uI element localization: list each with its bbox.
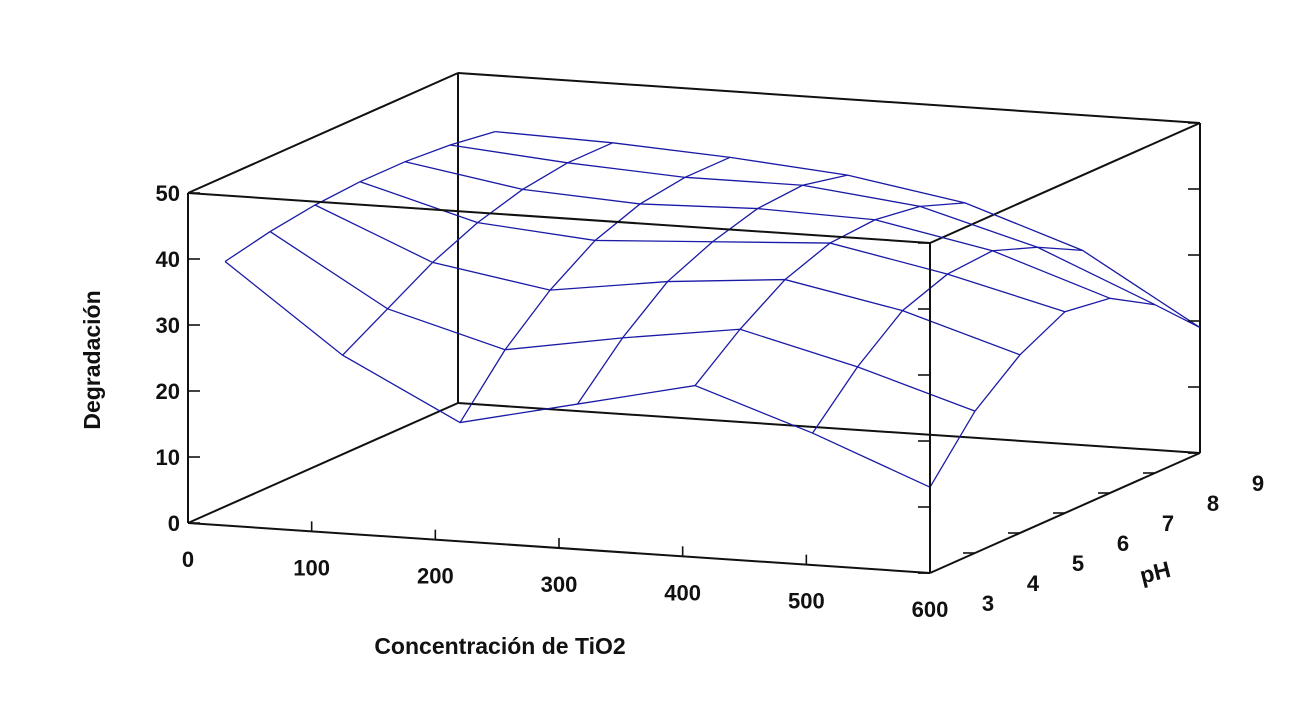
surface-line-ph-5 xyxy=(314,204,1021,356)
z-tick-label: 50 xyxy=(156,181,180,206)
z-tick-label: 0 xyxy=(168,511,180,536)
surface-line-conc-125 xyxy=(342,142,613,356)
surface-mesh xyxy=(224,130,1201,488)
box-front-edge xyxy=(187,192,931,244)
surface-line-conc-505 xyxy=(811,246,1083,434)
box-back-edge xyxy=(457,72,1201,124)
box-back-edge xyxy=(187,72,459,194)
box-back-edge xyxy=(929,122,1201,244)
y-tick-label: 4 xyxy=(1027,571,1040,596)
z-tick-label: 30 xyxy=(156,313,180,338)
y-tick-label: 8 xyxy=(1207,491,1219,516)
y-axis-title: pH xyxy=(1137,556,1173,589)
x-tick-label: 0 xyxy=(182,547,194,572)
plot-box-back xyxy=(187,72,1201,574)
y-tick-label: 3 xyxy=(982,591,994,616)
x-tick-label: 600 xyxy=(912,597,949,622)
surface-line-conc-315 xyxy=(577,174,848,405)
box-back-edge xyxy=(457,402,1201,454)
axis-ticks xyxy=(187,122,1200,574)
surface-line-ph-3 xyxy=(224,260,931,488)
z-tick-label: 40 xyxy=(156,247,180,272)
surface-line-conc-220 xyxy=(459,156,731,423)
surface-line-conc-600 xyxy=(929,297,1201,488)
surface-line-ph-9 xyxy=(495,130,1201,329)
x-tick-label: 400 xyxy=(664,580,701,605)
box-back-edge xyxy=(187,402,459,524)
x-tick-label: 100 xyxy=(293,555,330,580)
y-tick-label: 5 xyxy=(1072,551,1084,576)
z-tick-label: 10 xyxy=(156,445,180,470)
z-tick-label: 20 xyxy=(156,379,180,404)
x-tick-label: 500 xyxy=(788,589,825,614)
y-tick-label: 6 xyxy=(1117,531,1129,556)
x-tick-label: 300 xyxy=(541,572,578,597)
plot-box-front xyxy=(187,192,931,574)
x-tick-label: 200 xyxy=(417,564,454,589)
z-axis-title: Degradación xyxy=(79,290,105,429)
surface-line-conc-410 xyxy=(694,202,966,386)
x-axis-title: Concentración de TiO2 xyxy=(374,633,625,659)
y-tick-label: 9 xyxy=(1252,471,1264,496)
surface-line-conc-30 xyxy=(224,130,496,263)
y-tick-label: 7 xyxy=(1162,511,1174,536)
